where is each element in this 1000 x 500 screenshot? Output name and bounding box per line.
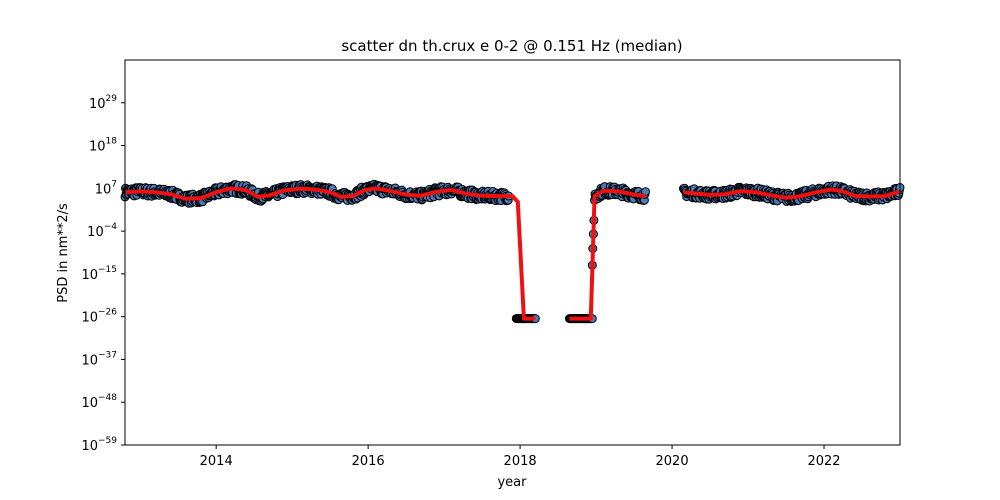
y-tick-label: 10−37 [81,350,117,368]
y-tick-label: 107 [95,179,117,197]
x-axis-ticks: 2014 2016 2018 2020 2022 [200,445,841,469]
median-line [569,188,646,321]
y-axis-ticks: 10−59 10−48 10−37 10−26 10−15 10−4 107 1018 1029 [81,94,125,454]
y-tick-label: 1018 [89,137,117,155]
x-tick-label: 2020 [656,454,689,469]
chart-title: scatter dn th.crux e 0-2 @ 0.151 Hz (med… [341,37,682,55]
y-tick-label: 10−26 [81,308,117,326]
median-line [683,187,901,200]
y-tick-label: 10−48 [81,393,117,411]
y-tick-label: 1029 [89,94,117,112]
scatter-points-layer [120,179,905,324]
x-tick-label: 2022 [807,454,840,469]
median-line-layer [124,186,901,321]
y-tick-label: 10−15 [81,265,117,283]
y-tick-label: 10−59 [81,436,117,454]
x-tick-label: 2016 [352,454,385,469]
y-axis-label: PSD in nm**2/s [56,203,71,303]
plot-frame [124,59,901,446]
x-tick-label: 2014 [200,454,233,469]
y-tick-label: 10−4 [87,222,117,240]
x-tick-label: 2018 [504,454,537,469]
median-line [124,186,536,321]
x-axis-label: year [497,475,527,490]
